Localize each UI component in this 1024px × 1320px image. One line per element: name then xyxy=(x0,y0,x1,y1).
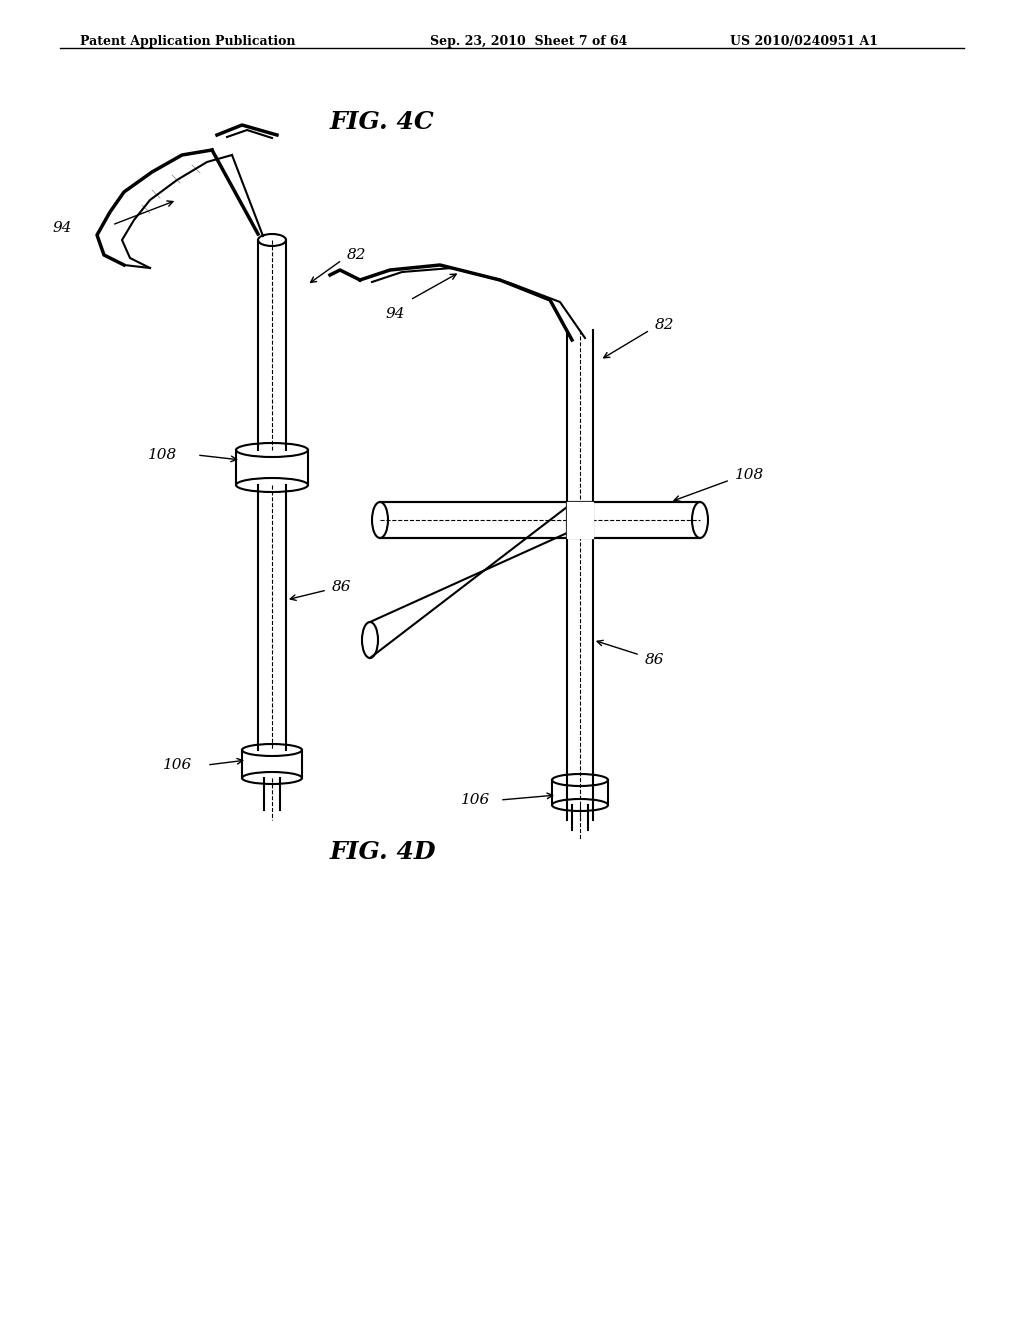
Text: FIG. 4C: FIG. 4C xyxy=(330,110,435,135)
Ellipse shape xyxy=(552,774,608,785)
Bar xyxy=(567,502,593,539)
Ellipse shape xyxy=(372,502,388,539)
Text: US 2010/0240951 A1: US 2010/0240951 A1 xyxy=(730,36,878,48)
Text: Patent Application Publication: Patent Application Publication xyxy=(80,36,296,48)
Text: 94: 94 xyxy=(385,308,404,321)
Text: 86: 86 xyxy=(332,579,351,594)
Text: 106: 106 xyxy=(461,793,490,807)
Text: 94: 94 xyxy=(52,220,72,235)
Text: 108: 108 xyxy=(735,469,764,482)
Ellipse shape xyxy=(362,622,378,657)
Text: FIG. 4D: FIG. 4D xyxy=(330,840,436,865)
Ellipse shape xyxy=(236,444,308,457)
Text: 108: 108 xyxy=(147,447,177,462)
Ellipse shape xyxy=(242,744,302,756)
Text: 82: 82 xyxy=(347,248,367,261)
Text: Sep. 23, 2010  Sheet 7 of 64: Sep. 23, 2010 Sheet 7 of 64 xyxy=(430,36,628,48)
Ellipse shape xyxy=(552,799,608,810)
Text: 82: 82 xyxy=(655,318,675,333)
Ellipse shape xyxy=(242,772,302,784)
Ellipse shape xyxy=(236,478,308,492)
Text: 106: 106 xyxy=(163,758,193,772)
Text: 86: 86 xyxy=(645,653,665,667)
Ellipse shape xyxy=(692,502,708,539)
